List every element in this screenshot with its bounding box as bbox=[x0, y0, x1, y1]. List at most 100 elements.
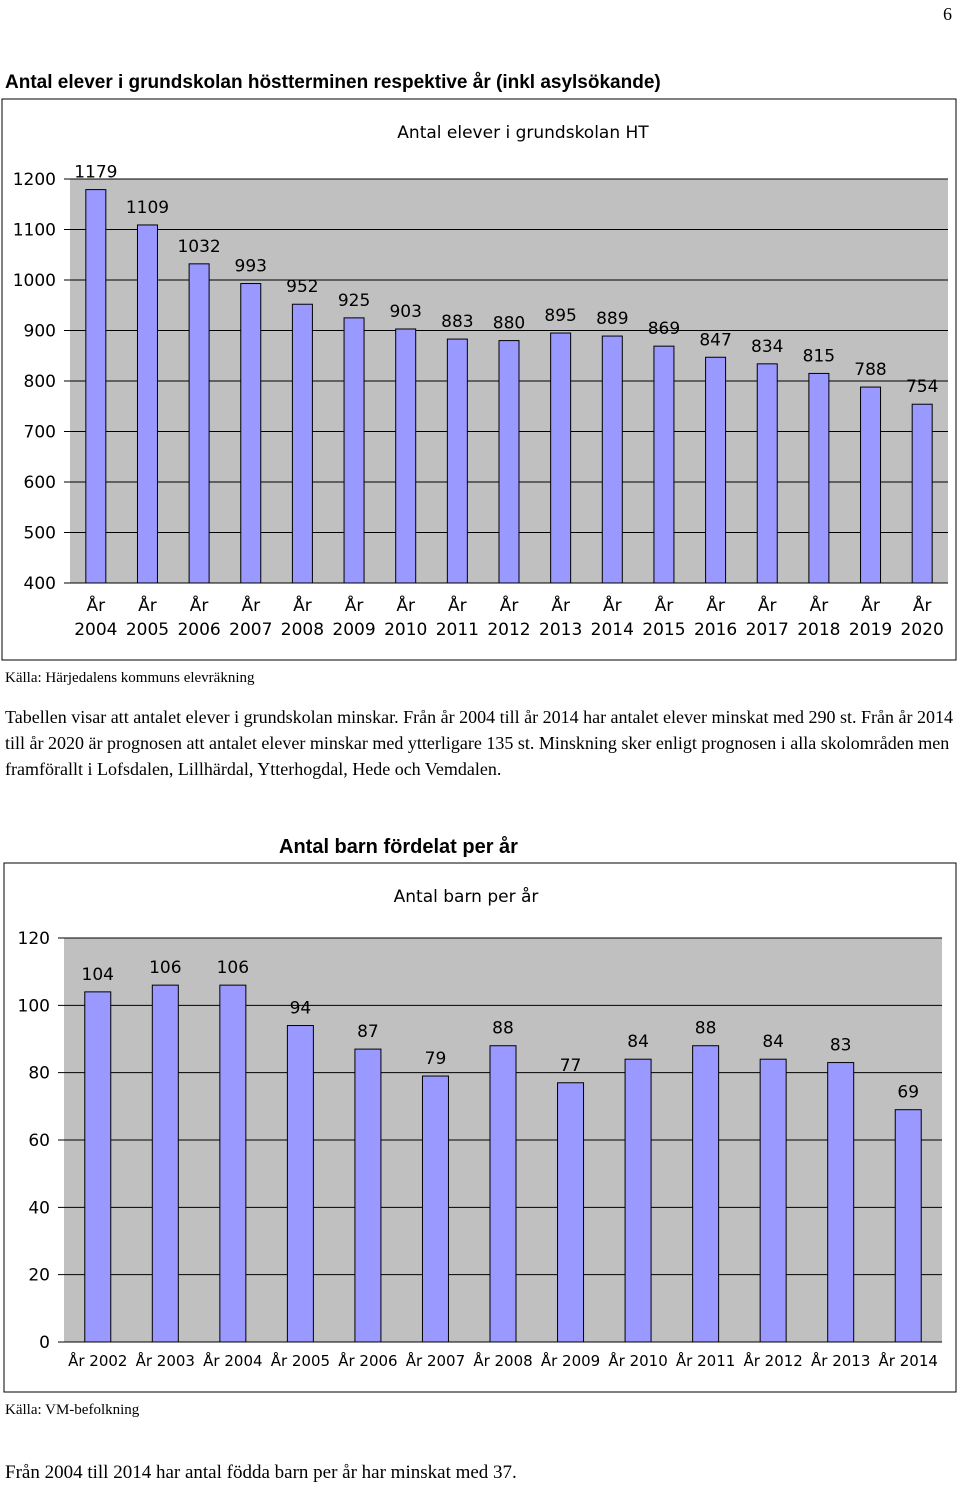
chart-title: Antal barn per år bbox=[394, 886, 539, 907]
data-label: 83 bbox=[830, 1036, 852, 1056]
data-label: 79 bbox=[425, 1049, 447, 1069]
bar bbox=[624, 1058, 652, 1343]
x-tick-label: År 2010 bbox=[608, 1351, 667, 1370]
chart2-heading: Antal barn fördelat per år bbox=[279, 836, 518, 858]
x-tick-label: År 2004 bbox=[74, 594, 117, 640]
data-label: 834 bbox=[751, 337, 783, 357]
y-tick-label: 0 bbox=[39, 1333, 50, 1353]
x-tick-label: År 2011 bbox=[436, 594, 479, 640]
x-tick-label: År 2009 bbox=[332, 594, 375, 640]
bar bbox=[85, 189, 107, 584]
data-label: 84 bbox=[762, 1032, 784, 1052]
data-label: 87 bbox=[357, 1022, 379, 1042]
x-tick-label: År 2015 bbox=[642, 594, 685, 640]
x-tick-label: År 2003 bbox=[136, 1351, 195, 1370]
bar bbox=[219, 984, 247, 1343]
bar bbox=[151, 984, 179, 1343]
y-tick-label: 20 bbox=[28, 1266, 50, 1286]
x-tick-label: År 2012 bbox=[487, 594, 530, 640]
data-label: 788 bbox=[854, 360, 886, 380]
y-tick-label: 1100 bbox=[13, 221, 56, 241]
x-tick-label: År 2011 bbox=[676, 1351, 735, 1370]
bar bbox=[446, 338, 468, 584]
data-label: 925 bbox=[338, 291, 370, 311]
bar bbox=[291, 303, 313, 584]
x-tick-label: År 2006 bbox=[338, 1351, 397, 1370]
data-label: 952 bbox=[286, 277, 318, 297]
data-label: 847 bbox=[699, 330, 731, 350]
source-caption-2: Källa: VM-befolkning bbox=[5, 1402, 140, 1418]
y-tick-label: 120 bbox=[18, 929, 50, 949]
page-number: 6 bbox=[943, 4, 952, 24]
closing-text: Från 2004 till 2014 har antal födda barn… bbox=[5, 1462, 517, 1483]
data-label: 754 bbox=[906, 377, 938, 397]
bar bbox=[601, 335, 623, 584]
bar bbox=[692, 1045, 720, 1343]
bar bbox=[550, 332, 572, 584]
x-tick-label: År 2016 bbox=[694, 594, 737, 640]
x-tick-label: År 2014 bbox=[879, 1351, 938, 1370]
y-tick-label: 900 bbox=[24, 322, 56, 342]
y-tick-label: 80 bbox=[28, 1064, 50, 1084]
data-label: 903 bbox=[389, 302, 421, 322]
bar bbox=[756, 363, 778, 584]
y-tick-label: 1000 bbox=[13, 271, 56, 291]
bar bbox=[286, 1025, 314, 1343]
bar bbox=[395, 328, 417, 584]
data-label: 88 bbox=[695, 1019, 717, 1039]
chart-title: Antal elever i grundskolan HT bbox=[397, 123, 649, 143]
bar bbox=[136, 224, 158, 584]
bar bbox=[421, 1075, 449, 1343]
data-label: 815 bbox=[803, 346, 835, 366]
y-tick-label: 1200 bbox=[13, 170, 56, 190]
data-label: 106 bbox=[149, 958, 181, 978]
bar bbox=[557, 1082, 585, 1343]
data-label: 883 bbox=[441, 312, 473, 332]
data-label: 94 bbox=[290, 999, 312, 1019]
body-paragraph: Tabellen visar att antalet elever i grun… bbox=[5, 707, 953, 779]
y-tick-label: 500 bbox=[24, 524, 56, 544]
x-tick-label: År 2010 bbox=[384, 594, 427, 640]
student-count-chart: Antal elever i grundskolan HT 1179 1109 10… bbox=[1, 98, 957, 661]
data-label: 84 bbox=[627, 1032, 649, 1052]
data-label: 69 bbox=[897, 1083, 919, 1103]
x-tick-label: År 2018 bbox=[797, 594, 840, 640]
section-heading: Antal elever i grundskolan höstterminen … bbox=[5, 72, 661, 93]
data-label: 1032 bbox=[177, 237, 220, 257]
x-tick-label: År 2005 bbox=[271, 1351, 330, 1370]
y-tick-label: 60 bbox=[28, 1131, 50, 1151]
x-tick-label: År 2019 bbox=[849, 594, 892, 640]
x-tick-label: År 2002 bbox=[68, 1351, 127, 1370]
bar bbox=[827, 1062, 855, 1343]
y-tick-label: 40 bbox=[28, 1198, 50, 1218]
bar bbox=[188, 263, 210, 584]
y-tick-label: 800 bbox=[24, 372, 56, 392]
x-tick-label: År 2007 bbox=[229, 594, 272, 640]
y-tick-label: 400 bbox=[24, 574, 56, 594]
data-label: 1109 bbox=[126, 198, 169, 218]
x-tick-label: År 2020 bbox=[901, 594, 944, 640]
bar bbox=[705, 356, 727, 584]
x-tick-label: År 2008 bbox=[281, 594, 324, 640]
bar bbox=[808, 372, 830, 584]
x-tick-label: År 2009 bbox=[541, 1351, 600, 1370]
data-label: 869 bbox=[648, 319, 680, 339]
bar bbox=[653, 345, 675, 584]
y-tick-label: 100 bbox=[18, 996, 50, 1016]
x-tick-label: År 2013 bbox=[539, 594, 582, 640]
data-label: 880 bbox=[493, 314, 525, 334]
x-tick-label: År 2008 bbox=[473, 1351, 532, 1370]
x-tick-label: År 2013 bbox=[811, 1351, 870, 1370]
data-label: 1179 bbox=[74, 163, 117, 183]
x-tick-label: År 2004 bbox=[203, 1351, 262, 1370]
x-tick-label: År 2005 bbox=[126, 594, 169, 640]
source-caption-1: Källa: Härjedalens kommuns elevräkning bbox=[5, 670, 255, 686]
bar bbox=[911, 403, 933, 584]
data-label: 88 bbox=[492, 1019, 514, 1039]
data-label: 993 bbox=[235, 257, 267, 277]
data-label: 77 bbox=[560, 1056, 582, 1076]
x-tick-label: År 2012 bbox=[743, 1351, 802, 1370]
y-tick-label: 600 bbox=[24, 473, 56, 493]
data-label: 104 bbox=[82, 965, 114, 985]
data-label: 889 bbox=[596, 309, 628, 329]
